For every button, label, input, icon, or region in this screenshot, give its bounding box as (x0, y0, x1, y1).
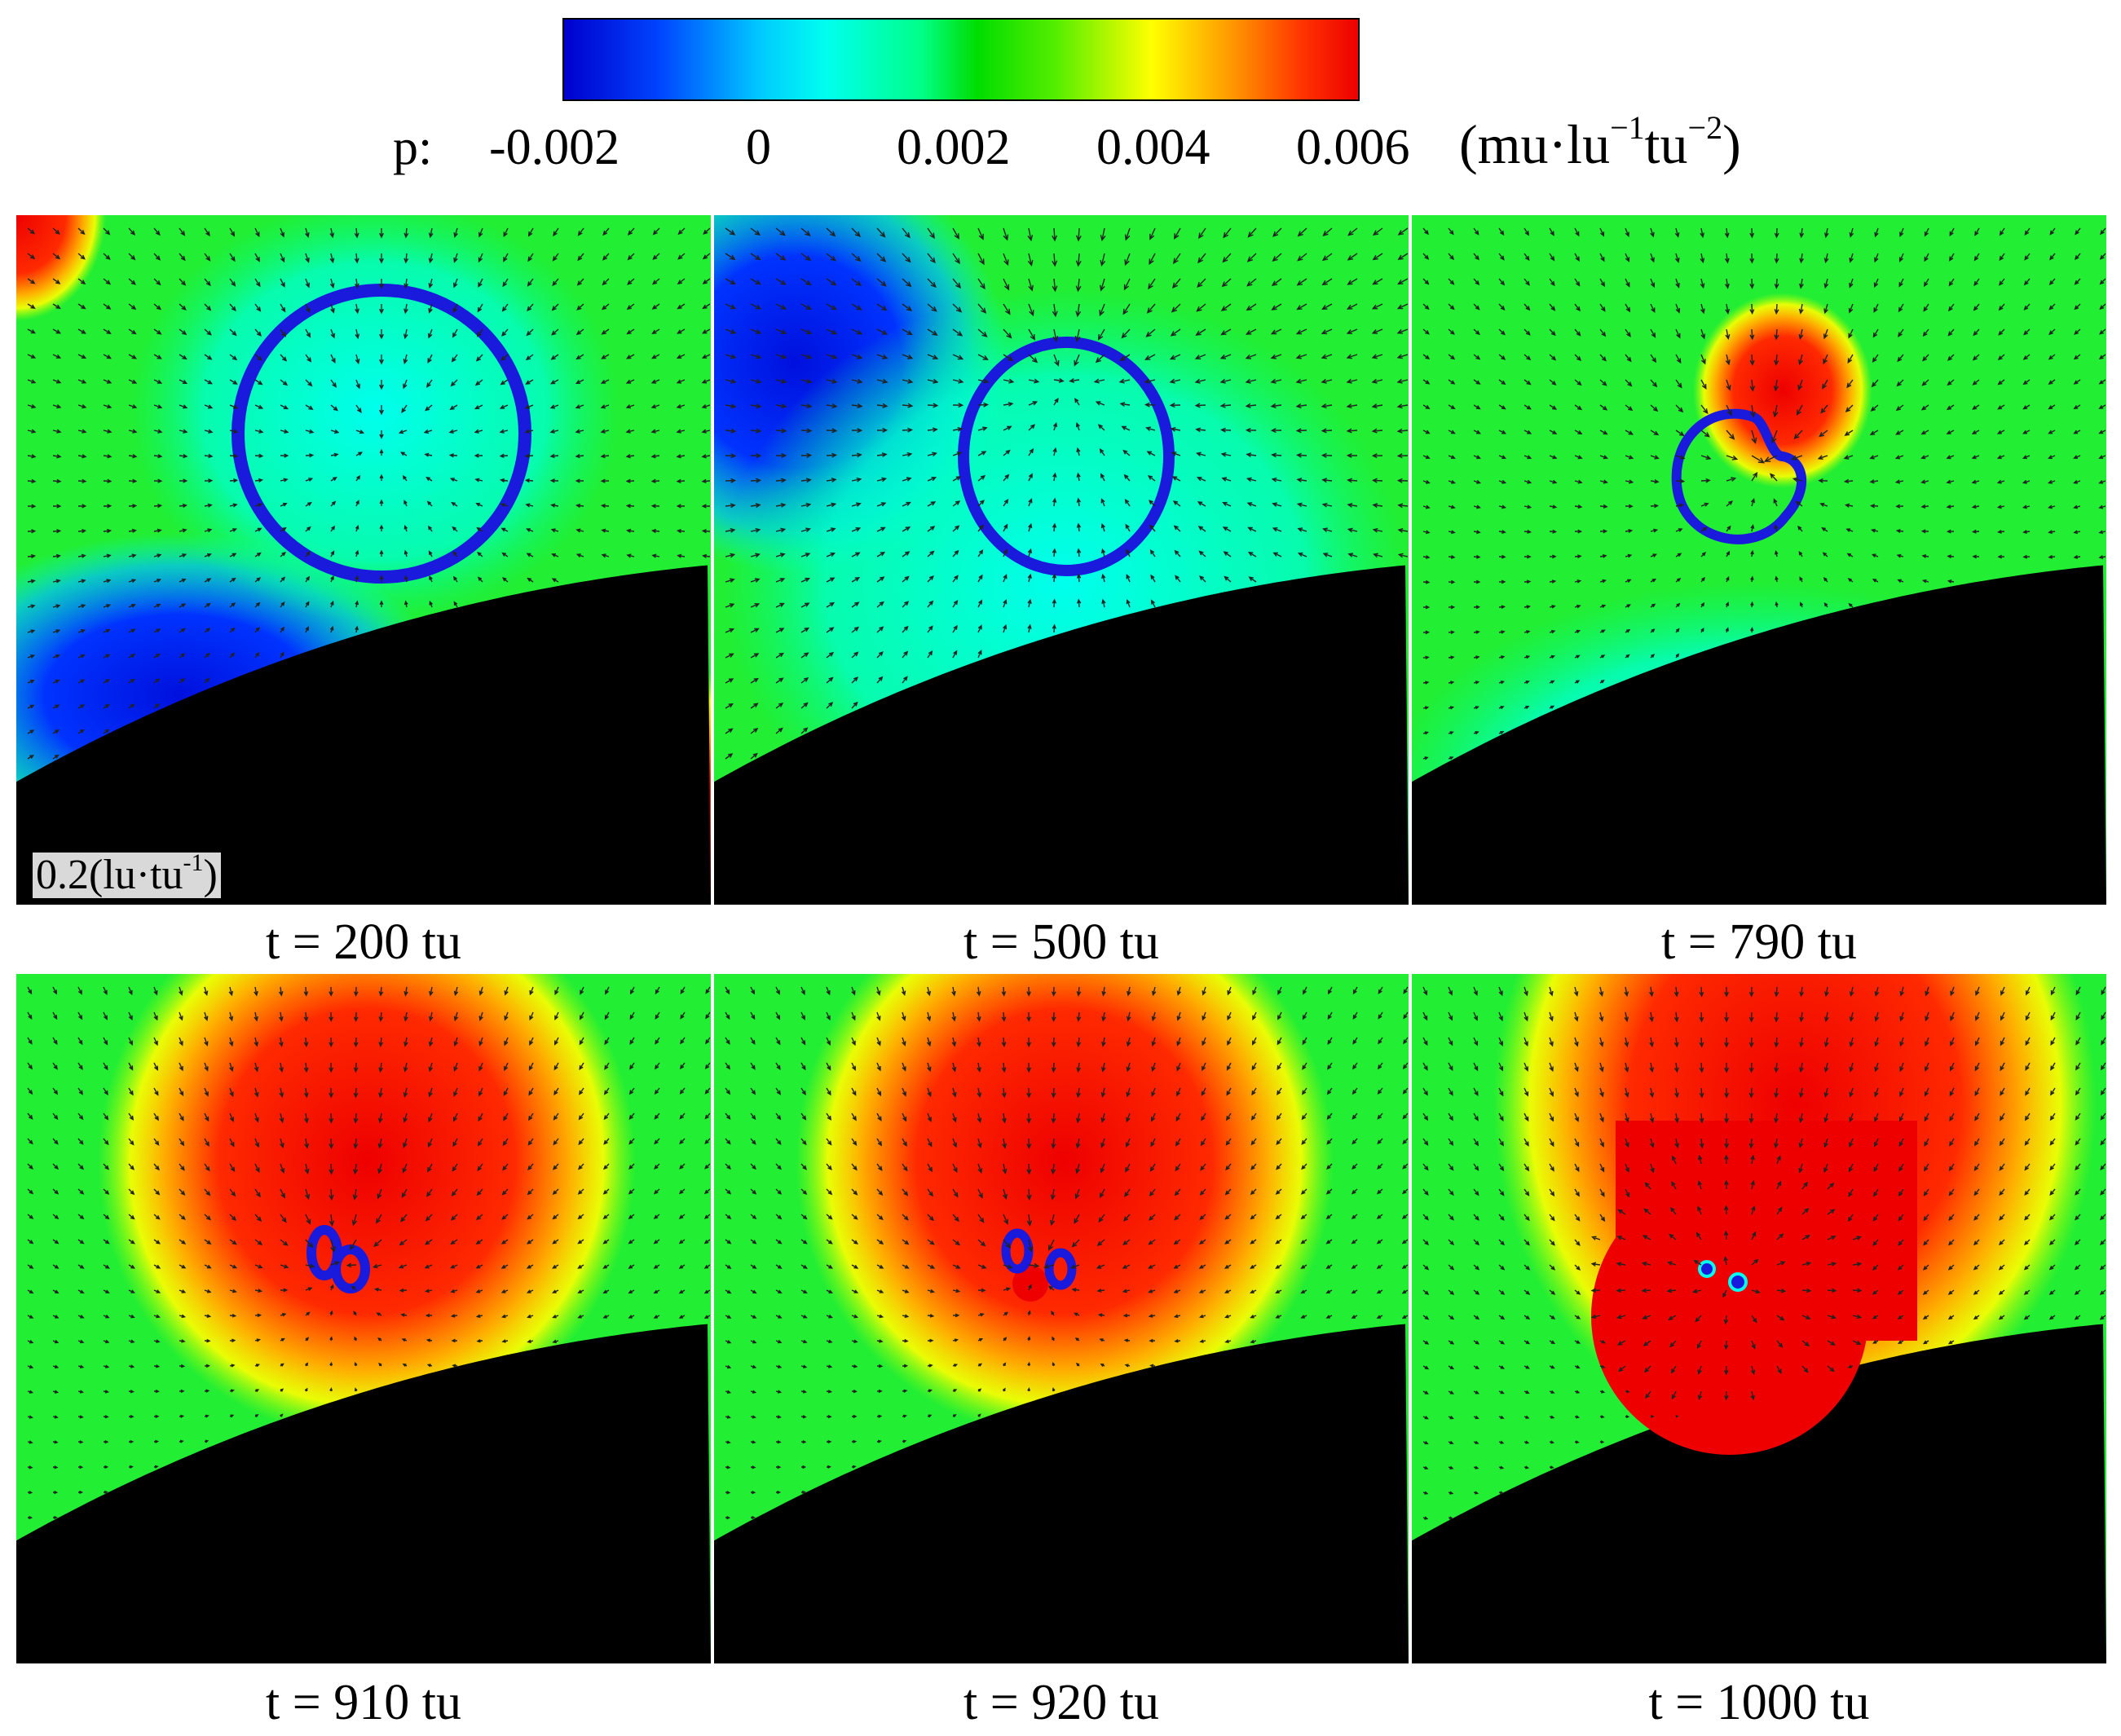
pressure-region-high (16, 215, 106, 321)
panel-t790 (1412, 215, 2106, 905)
panel-title: t = 500 tu (963, 914, 1159, 970)
pressure-field-plot (16, 215, 711, 905)
bubble-interface (1671, 408, 1807, 544)
colorbar-tick-label: 0.006 (1296, 120, 1410, 175)
velocity-vector-field (725, 986, 1409, 1520)
velocity-vector-field (725, 227, 1409, 760)
pressure-colorbar (562, 18, 1360, 101)
panel-title: t = 200 tu (266, 914, 461, 970)
solid-wall (1412, 1324, 2106, 1663)
colorbar-tick-label: 0.002 (897, 120, 1011, 175)
colorbar-units: (mu·lu−1tu−2) (1459, 109, 1741, 175)
pressure-field-plot (714, 974, 1409, 1663)
colorbar-tick-label: 0 (746, 120, 771, 175)
colorbar-variable-label: p: (393, 120, 433, 175)
panel-t1000 (1412, 974, 2106, 1663)
pressure-field-plot (714, 215, 1409, 905)
pressure-region-high (98, 974, 636, 1439)
panel-title: t = 920 tu (963, 1675, 1159, 1730)
pressure-field-plot (1412, 215, 2106, 905)
pressure-field-plot (16, 974, 711, 1663)
bubble-fragment (1728, 1272, 1748, 1292)
velocity-vector-field (27, 227, 711, 760)
colorbar-tick-label: 0.004 (1096, 120, 1210, 175)
panel-t200 (16, 215, 711, 905)
panel-title: t = 910 tu (266, 1675, 461, 1730)
panel-title: t = 1000 tu (1648, 1675, 1870, 1730)
bubble-interface (1001, 1228, 1034, 1274)
collapse-hotspot (1012, 1266, 1048, 1302)
velocity-scale-arrow-icon (34, 828, 111, 848)
velocity-vector-field (27, 986, 711, 1520)
velocity-vector-field (1422, 227, 2106, 760)
bubble-interface (958, 337, 1175, 576)
pressure-region-high (796, 974, 1334, 1439)
panel-t910 (16, 974, 711, 1663)
pressure-field-plot (1412, 974, 2106, 1663)
bubble-fragment (1698, 1260, 1716, 1278)
colorbar-gradient (564, 20, 1358, 99)
solid-wall (16, 565, 711, 905)
solid-wall (16, 1324, 711, 1663)
pressure-region-neutral (130, 215, 620, 623)
shock-front (1591, 1178, 1868, 1455)
bubble-interface (1044, 1248, 1077, 1290)
panel-t920 (714, 974, 1409, 1663)
solid-wall (1412, 565, 2106, 905)
velocity-scale-label: 0.2(lu·tu-1) (33, 851, 221, 898)
velocity-vector-field (1422, 986, 2106, 1520)
panel-title: t = 790 tu (1661, 914, 1857, 970)
solid-wall (714, 565, 1409, 905)
panel-t500 (714, 215, 1409, 905)
colorbar-tick-label: -0.002 (489, 120, 620, 175)
solid-wall (714, 1324, 1409, 1663)
pressure-region-high (1693, 293, 1872, 488)
